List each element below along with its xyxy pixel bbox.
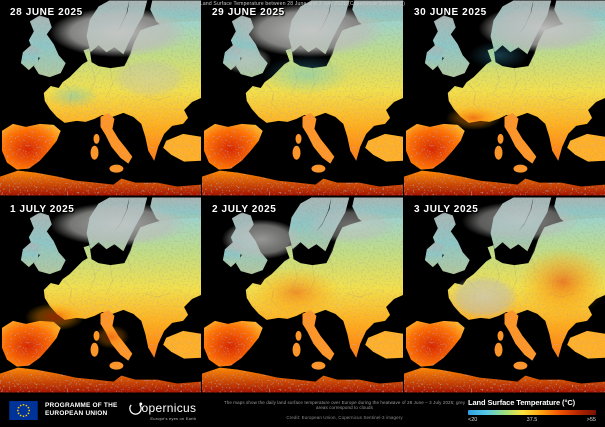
footer-branding: PROGRAMME OF THE EUROPEAN UNION opernicu…: [9, 400, 221, 421]
temperature-legend: Land Surface Temperature (°C) <20 37.5 >…: [468, 398, 596, 423]
europe-lst-map: [404, 0, 605, 196]
legend-title: Land Surface Temperature (°C): [468, 397, 576, 407]
legend-tick-mid: 37.5: [526, 416, 538, 423]
copernicus-orbit-icon: [128, 401, 142, 415]
weather-overlays: [221, 3, 387, 96]
footer-note: The maps show the daily land surface tem…: [223, 400, 466, 410]
panel-date-label: 29 JUNE 2025: [212, 7, 285, 18]
legend-tick-max: >55: [586, 416, 596, 423]
copernicus-wordmark: opernicus: [141, 401, 197, 415]
panel-date-label: 1 JULY 2025: [10, 204, 75, 215]
weather-overlays: [445, 4, 605, 130]
legend-ticks: <20 37.5 >55: [468, 417, 596, 423]
weather-overlays: [24, 202, 190, 349]
copernicus-logo: opernicus Europe's eyes on Earth: [127, 400, 197, 421]
eu-programme-label: PROGRAMME OF THE EUROPEAN UNION: [45, 402, 118, 418]
eu-flag: [9, 400, 38, 420]
legend-tick-min: <20: [468, 416, 478, 423]
panel-date-label: 28 JUNE 2025: [10, 7, 83, 18]
legend-gradient-bar: [468, 409, 596, 415]
footer-bar: PROGRAMME OF THE EUROPEAN UNION opernicu…: [0, 393, 605, 427]
weather-overlays: [221, 207, 397, 317]
programme-line2: EUROPEAN UNION: [45, 410, 108, 417]
map-grid: 28 JUNE 2025 29 JUNE 2025: [0, 0, 605, 393]
weather-overlays: [448, 201, 605, 319]
map-panel-2-july: 2 JULY 2025: [202, 197, 403, 393]
panel-date-label: 2 JULY 2025: [212, 204, 277, 215]
programme-line1: PROGRAMME OF THE: [45, 401, 118, 409]
map-panel-3-july: 3 JULY 2025: [404, 197, 605, 393]
europe-lst-map: [0, 0, 201, 196]
footer-captions: The maps show the daily land surface tem…: [221, 400, 468, 420]
panel-date-label: 3 JULY 2025: [414, 204, 479, 215]
europe-lst-map: [202, 0, 403, 196]
footer-credit: Credit: European Union, Copernicus Senti…: [286, 415, 403, 420]
copernicus-tagline: Europe's eyes on Earth: [150, 415, 197, 421]
map-panel-29-june: 29 JUNE 2025: [202, 0, 403, 196]
panel-date-label: 30 JUNE 2025: [414, 7, 487, 18]
weather-overlays: [47, 7, 190, 108]
map-panel-28-june: 28 JUNE 2025: [0, 0, 201, 196]
europe-lst-map: [202, 197, 403, 393]
map-panel-1-july: 1 JULY 2025: [0, 197, 201, 393]
europe-lst-map: [404, 197, 605, 393]
map-panel-30-june: 30 JUNE 2025: [404, 0, 605, 196]
europe-lst-map: [0, 197, 201, 393]
